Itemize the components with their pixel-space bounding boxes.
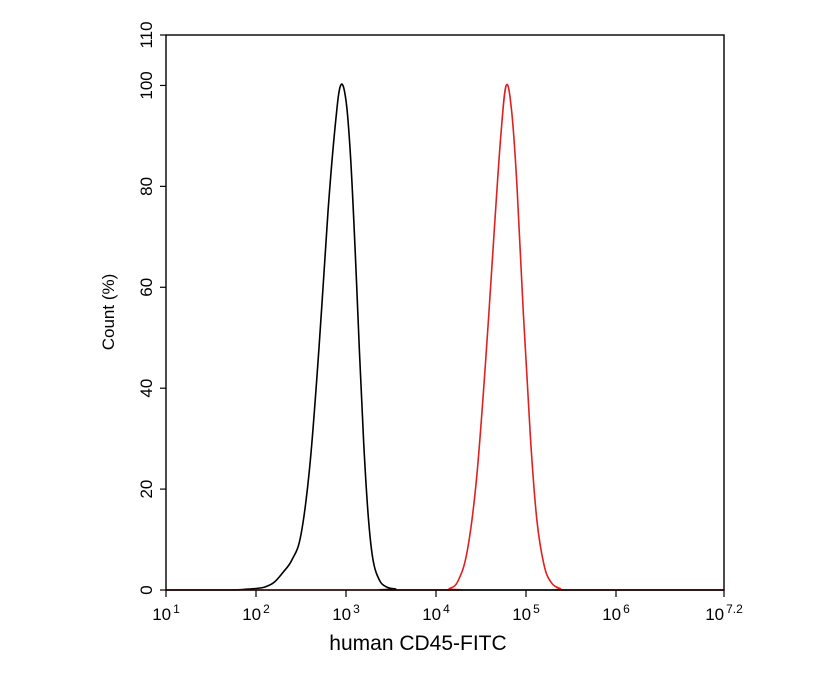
series-layer [166,83,724,591]
x-axis-title: human CD45-FITC [329,632,506,655]
x-tick-label: 10 4 [422,602,450,624]
y-tick-label: 60 [137,278,156,297]
x-tick-label: 10 6 [602,602,630,624]
y-tick-label: 40 [137,379,156,398]
y-axis-title: Count (%) [99,274,118,351]
x-tick-exponent: 2 [263,602,270,616]
x-tick-base: 10 [705,605,724,624]
y-tick-label: 100 [137,71,156,99]
x-tick-label: 10 2 [242,602,270,624]
plot-frame [165,34,725,591]
y-tick-label: 110 [137,21,156,48]
x-tick-base: 10 [332,605,351,624]
x-tick-exponent: 1 [173,602,180,616]
x-axis-ticks: 10 1 10 2 10 3 10 4 10 5 10 6 10 7.2 [152,590,743,624]
x-tick-exponent: 3 [353,602,360,616]
x-tick-exponent: 7.2 [726,602,743,616]
x-tick-exponent: 4 [443,602,450,616]
y-axis-ticks: 0 20 40 60 80 100 110 [137,21,166,595]
x-tick-base: 10 [512,605,531,624]
x-tick-base: 10 [242,605,261,624]
x-tick-base: 10 [422,605,441,624]
x-tick-label: 10 1 [152,602,180,624]
x-tick-exponent: 5 [533,602,540,616]
y-tick-label: 20 [137,480,156,499]
x-tick-label: 10 7.2 [705,602,743,624]
series-line-control [166,83,724,591]
x-tick-exponent: 6 [623,602,630,616]
x-tick-base: 10 [602,605,621,624]
series-line-human-cd45-fitc [166,83,724,591]
y-tick-label: 0 [137,585,156,594]
x-tick-base: 10 [152,605,171,624]
x-tick-label: 10 3 [332,602,360,624]
y-tick-label: 80 [137,177,156,196]
x-tick-label: 10 5 [512,602,540,624]
